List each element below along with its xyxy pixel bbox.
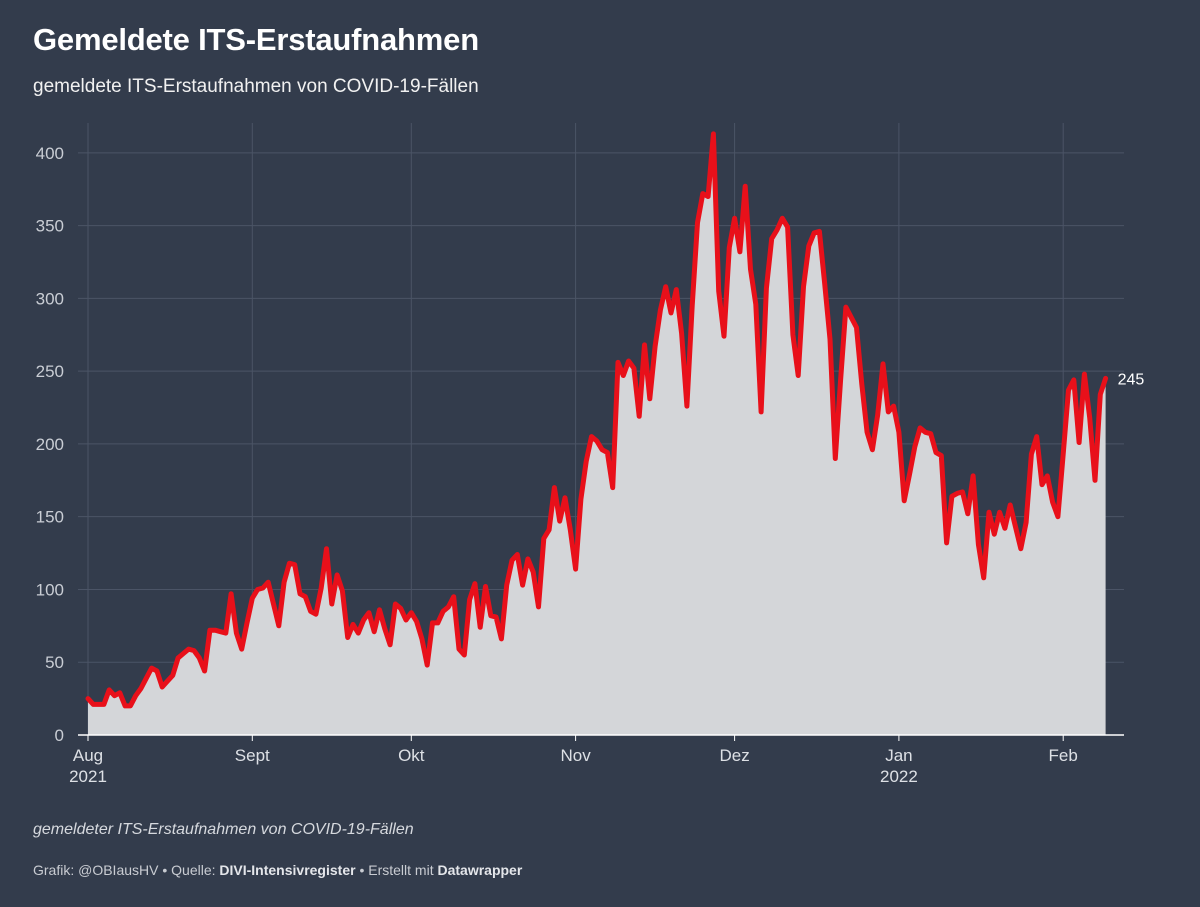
footer-tool: Datawrapper <box>437 862 523 878</box>
x-tick-year-label: 2021 <box>69 767 107 786</box>
y-tick-label: 150 <box>36 508 64 527</box>
chart-subtitle: gemeldete ITS-Erstaufnahmen von COVID-19… <box>33 76 479 97</box>
y-tick-label: 50 <box>45 653 64 672</box>
end-value-label: 245 <box>1118 371 1145 388</box>
footer-source: DIVI-Intensivregister <box>219 862 356 878</box>
y-tick-label: 400 <box>36 144 64 163</box>
footer-credits: Grafik: @OBIausHV • Quelle: DIVI-Intensi… <box>33 862 522 878</box>
chart-title: Gemeldete ITS-Erstaufnahmen <box>33 22 479 57</box>
footer-prefix: Grafik: @OBIausHV • Quelle: <box>33 862 220 878</box>
area-fill <box>88 133 1106 735</box>
x-tick-label: Aug <box>73 746 103 765</box>
x-tick-label: Feb <box>1049 746 1078 765</box>
series-line <box>85 131 1109 709</box>
footer-middle: • Erstellt mit <box>355 862 438 878</box>
y-tick-label: 350 <box>36 217 64 236</box>
y-tick-label: 100 <box>36 580 64 599</box>
x-axis-ticks: Aug 2021 Sept Okt Nov Dez Jan 2022 Feb <box>69 735 1078 786</box>
x-tick-label: Nov <box>560 746 591 765</box>
x-tick-year-label: 2022 <box>880 767 918 786</box>
y-tick-label: 0 <box>55 726 64 745</box>
x-tick-label: Sept <box>235 746 270 765</box>
chart-note: gemeldeter ITS-Erstaufnahmen von COVID-1… <box>33 821 414 838</box>
y-tick-label: 250 <box>36 362 64 381</box>
x-tick-label: Jan <box>885 746 912 765</box>
y-tick-label: 300 <box>36 289 64 308</box>
x-tick-label: Okt <box>398 746 425 765</box>
x-tick-label: Dez <box>719 746 749 765</box>
y-tick-label: 200 <box>36 435 64 454</box>
y-axis-ticks: 0 50 100 150 200 250 300 350 400 <box>36 144 64 745</box>
